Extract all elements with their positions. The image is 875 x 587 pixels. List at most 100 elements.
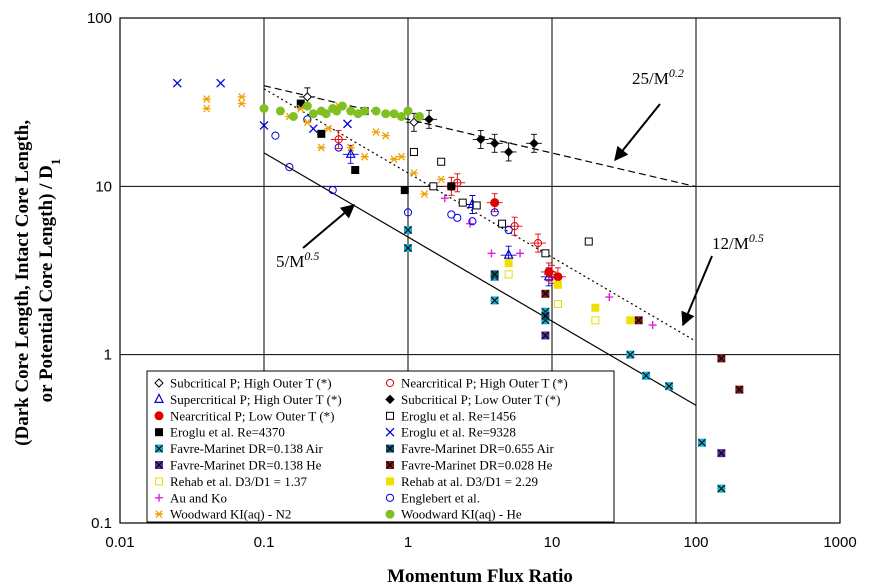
data-point — [735, 385, 744, 394]
data-point — [544, 267, 554, 277]
data-point — [437, 157, 446, 166]
legend-item: Woodward KI(aq) - N2 — [155, 507, 291, 522]
legend-item: Supercritical P; High Outer T (*) — [154, 392, 342, 407]
y-axis-title-subscript: 1 — [48, 159, 63, 166]
legend-marker — [386, 461, 394, 469]
error-bar — [464, 195, 481, 214]
legend-marker — [385, 427, 395, 437]
legend-label: Favre-Marinet DR=0.138 He — [170, 458, 322, 473]
data-point — [553, 272, 563, 282]
x-tick-label: 10 — [544, 534, 561, 551]
data-point — [328, 185, 337, 195]
data-point — [275, 106, 285, 116]
data-point — [717, 449, 726, 458]
data-point — [317, 143, 326, 152]
data-point — [308, 124, 318, 134]
legend-item: Subcritical P; High Outer T (*) — [154, 376, 332, 391]
data-point — [216, 78, 226, 88]
legend-marker — [154, 378, 164, 388]
error-bar — [342, 144, 359, 164]
legend-label: Eroglu et al. Re=9328 — [401, 425, 516, 440]
data-point — [420, 190, 429, 198]
legend-label: Favre-Marinet DR=0.655 Air — [401, 441, 555, 456]
y-axis-title: (Dark Core Length, Intact Core Length, o… — [12, 115, 63, 446]
y-tick-label: 10 — [95, 178, 112, 195]
fit-line — [263, 88, 697, 342]
legend-item: Rehab et al. D3/D1 = 1.37 — [155, 474, 307, 489]
legend-item: Englebert et al. — [385, 490, 480, 505]
legend-label: Nearcritical P; High Outer T (*) — [401, 376, 568, 391]
data-point — [498, 219, 507, 228]
data-point — [453, 213, 462, 222]
data-point — [634, 316, 643, 325]
data-point — [285, 163, 294, 172]
data-point — [400, 186, 409, 195]
data-point — [529, 138, 539, 149]
data-point — [504, 259, 513, 268]
y-axis-title-line-1: (Dark Core Length, Intact Core Length, — [12, 120, 33, 446]
data-point — [271, 131, 280, 140]
data-point — [337, 101, 347, 111]
legend-marker — [386, 444, 394, 453]
legend-item: Au and Ko — [155, 490, 227, 505]
y-tick-label: 0.1 — [91, 515, 112, 532]
fit-annotation: 5/M0.5 — [276, 204, 356, 271]
y-tick-label: 1 — [104, 347, 112, 364]
data-point — [296, 104, 305, 113]
data-point — [516, 249, 525, 258]
legend-label: Woodward KI(aq) - He — [401, 507, 522, 522]
error-bar — [500, 245, 517, 265]
legend-item: Rehab at al. D3/D1 = 2.29 — [386, 474, 538, 489]
data-point — [351, 166, 360, 175]
legend-label: Rehab at al. D3/D1 = 2.29 — [401, 474, 538, 489]
data-point — [437, 175, 446, 184]
data-point — [332, 106, 342, 116]
data-point — [346, 143, 355, 152]
data-point — [553, 280, 562, 289]
data-point — [429, 182, 438, 191]
legend-label: Favre-Marinet DR=0.138 Air — [170, 441, 324, 456]
data-point — [665, 382, 674, 391]
data-point — [404, 244, 412, 253]
data-point — [390, 155, 399, 164]
data-point — [553, 299, 562, 308]
legend-marker — [155, 493, 163, 502]
data-point — [490, 270, 499, 279]
fit-annotation: 25/M0.2 — [614, 66, 684, 162]
data-point — [510, 222, 519, 231]
data-point — [202, 95, 211, 103]
legend-item: Woodward KI(aq) - He — [385, 507, 522, 522]
x-tick-label: 1 — [404, 534, 412, 551]
legend-marker — [385, 378, 395, 388]
data-point — [343, 119, 352, 129]
legend-item: Eroglu et al. Re=9328 — [385, 425, 516, 440]
legend-marker — [155, 477, 163, 486]
data-point — [259, 120, 269, 130]
legend-label: Au and Ko — [170, 490, 227, 505]
legend-label: Subcritical P; Low Outer T (*) — [401, 392, 560, 407]
data-point — [381, 109, 391, 119]
annotation-arrow — [681, 255, 713, 327]
data-point — [468, 217, 477, 226]
data-point — [541, 311, 550, 320]
data-point — [302, 92, 313, 102]
axis-titles: Momentum Flux Ratio (Dark Core Length, I… — [12, 115, 573, 587]
data-point — [424, 114, 434, 125]
x-axis-title: Momentum Flux Ratio — [387, 566, 573, 587]
data-point — [533, 239, 543, 248]
data-point — [717, 354, 726, 363]
legend-label: Nearcritical P; Low Outer T (*) — [170, 408, 335, 423]
data-point — [403, 208, 413, 217]
data-point — [259, 103, 269, 113]
data-point — [605, 293, 614, 302]
data-point — [303, 118, 312, 127]
data-point — [584, 237, 593, 246]
data-point — [490, 198, 500, 208]
legend-label: Eroglu et al. Re=4370 — [170, 425, 285, 440]
legend-label: Englebert et al. — [401, 490, 480, 505]
legend-marker — [385, 394, 395, 405]
legend-label: Woodward KI(aq) - N2 — [170, 507, 291, 522]
data-point — [504, 270, 513, 279]
data-point — [541, 289, 550, 298]
data-point — [409, 169, 418, 177]
